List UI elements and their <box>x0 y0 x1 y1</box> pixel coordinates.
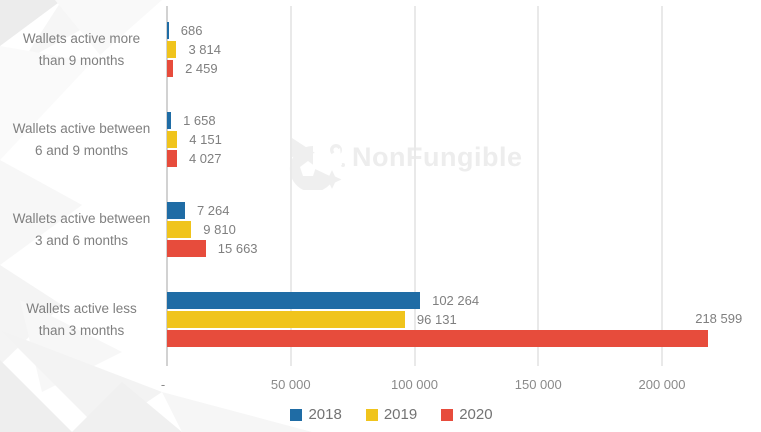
bar-2020 <box>167 330 709 347</box>
bar-2020 <box>167 150 177 167</box>
legend-label: 2018 <box>308 406 342 423</box>
bar-value-label: 102 264 <box>432 293 480 308</box>
legend-item-2018: 2018 <box>290 406 342 423</box>
category-label: Wallets active less than 3 months <box>0 298 163 342</box>
bar-2018 <box>167 292 421 309</box>
gridline <box>661 6 663 366</box>
x-axis-tick-label: - <box>160 377 166 392</box>
category-label-line: Wallets active between <box>12 121 151 136</box>
bar-value-label: 4 151 <box>189 132 222 147</box>
category-label-line: than 9 months <box>38 53 125 68</box>
bar-2019 <box>167 311 405 328</box>
legend: 2018 2019 2020 <box>11 406 761 423</box>
legend-swatch-2019 <box>365 408 378 421</box>
category-label-line: than 3 months <box>38 323 125 338</box>
category-label: Wallets active more than 9 months <box>0 28 163 72</box>
bar-value-label: 686 <box>180 23 203 38</box>
category-label-line: Wallets active between <box>12 211 151 226</box>
bar-2019 <box>167 221 192 238</box>
bar-value-label: 4 027 <box>188 151 222 166</box>
legend-swatch-2018 <box>290 408 303 421</box>
legend-label: 2020 <box>459 406 493 423</box>
bar-2019 <box>167 131 178 148</box>
value-axis-line <box>166 6 168 366</box>
bar-value-label: 218 599 <box>695 311 743 326</box>
bar-2019 <box>167 41 177 58</box>
bar-2018 <box>167 112 172 129</box>
bar-value-label: 1 658 <box>183 113 216 128</box>
bar-2018 <box>167 22 169 39</box>
x-axis-tick-label: 50 000 <box>270 377 311 392</box>
category-label-line: 6 and 9 months <box>34 143 129 158</box>
bar-value-label: 15 663 <box>217 241 258 256</box>
category-label: Wallets active between 3 and 6 months <box>0 208 163 252</box>
category-label-line: Wallets active more <box>22 31 141 46</box>
category-label-line: 3 and 6 months <box>34 233 129 248</box>
category-label: Wallets active between 6 and 9 months <box>0 118 163 162</box>
category-label-line: Wallets active less <box>26 301 137 316</box>
gridline <box>289 6 292 366</box>
bar-2018 <box>167 202 185 219</box>
gridline <box>413 6 416 366</box>
legend-swatch-2020 <box>441 408 454 421</box>
legend-item-2019: 2019 <box>365 406 418 423</box>
bar-value-label: 3 814 <box>188 42 221 57</box>
bar-2020 <box>167 240 206 257</box>
legend-item-2020: 2020 <box>441 406 493 423</box>
legend-label: 2019 <box>383 406 418 423</box>
x-axis-tick-label: 200 000 <box>638 377 686 392</box>
gridline <box>537 6 540 366</box>
bar-value-label: 2 459 <box>185 61 218 76</box>
bar-value-label: 7 264 <box>196 203 230 218</box>
bar-2020 <box>167 60 174 77</box>
bar-value-label: 96 131 <box>416 312 457 327</box>
bar-value-label: 9 810 <box>203 222 236 237</box>
x-axis-tick-label: 100 000 <box>391 377 438 392</box>
x-axis-tick-label: 150 000 <box>514 377 562 392</box>
